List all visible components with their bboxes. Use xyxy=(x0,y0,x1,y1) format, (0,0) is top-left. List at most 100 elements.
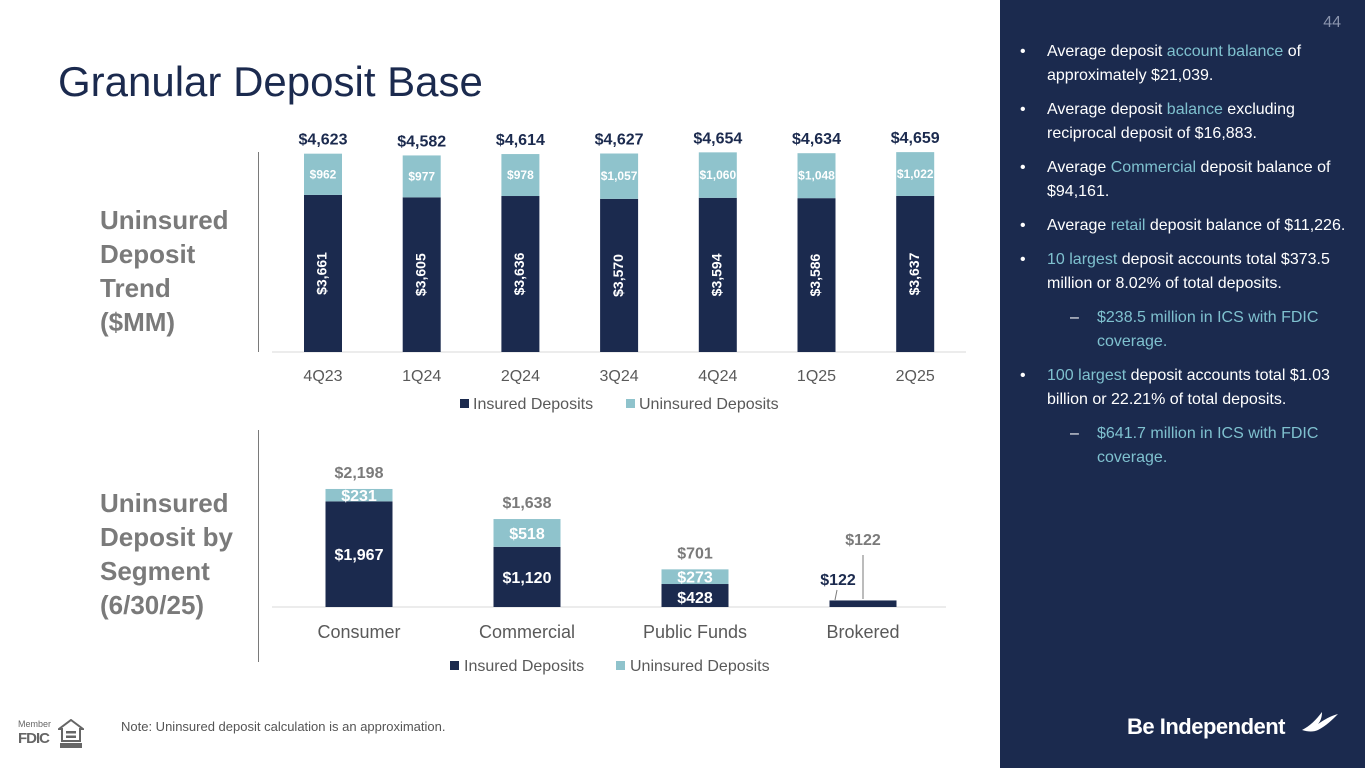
bullet-item: 100 largest deposit accounts total $1.03… xyxy=(1020,364,1350,412)
insured-data-label: $3,637 xyxy=(906,252,922,295)
x-tick-label: 3Q24 xyxy=(600,368,639,385)
uninsured-data-label: $1,022 xyxy=(897,167,934,181)
insured-data-label: $1,120 xyxy=(503,570,552,587)
bullet-text: Average xyxy=(1047,159,1111,176)
uninsured-bar xyxy=(493,519,561,547)
insured-data-label: $428 xyxy=(677,590,713,607)
legend-label: Uninsured Deposits xyxy=(639,396,779,413)
legend-swatch-uninsured xyxy=(616,661,625,670)
highlight-text: Commercial xyxy=(1110,159,1197,176)
trend-section-label: Uninsured Deposit Trend ($MM) xyxy=(100,203,229,339)
insured-data-label: $3,636 xyxy=(511,252,527,295)
highlight-text: 100 largest xyxy=(1047,367,1127,384)
sidebar-panel: 44 Average deposit account balance of ap… xyxy=(1000,0,1365,768)
highlight-text: balance xyxy=(1166,101,1223,118)
uninsured-bar xyxy=(698,152,737,198)
uninsured-bar xyxy=(501,154,540,197)
main-panel: Granular Deposit Base Uninsured Deposit … xyxy=(18,58,966,751)
highlight-text: 10 largest xyxy=(1047,251,1118,268)
uninsured-bar xyxy=(896,152,935,196)
legend-swatch-insured xyxy=(450,661,459,670)
total-label: $4,623 xyxy=(299,132,348,149)
segment-section-label: Uninsured Deposit by Segment (6/30/25) xyxy=(100,486,233,622)
footnote: Note: Uninsured deposit calculation is a… xyxy=(121,719,446,734)
insured-data-label: $122 xyxy=(820,572,856,589)
sub-bullet-item: $238.5 million in ICS with FDIC coverage… xyxy=(1020,306,1350,354)
insured-bar xyxy=(698,197,737,352)
x-tick-label: Commercial xyxy=(479,622,575,642)
insured-data-label: $1,967 xyxy=(335,547,384,564)
bullet-text: deposit balance of $11,226. xyxy=(1145,217,1346,234)
bullet-text: of approximately $21,039. xyxy=(1047,43,1302,84)
divider xyxy=(258,430,259,662)
segment-label-line: Deposit by xyxy=(100,522,233,552)
uninsured-data-label: $978 xyxy=(507,168,534,182)
page-title: Granular Deposit Base xyxy=(58,58,483,105)
total-label: $701 xyxy=(677,545,713,562)
total-label: $4,634 xyxy=(792,131,841,148)
uninsured-data-label: $231 xyxy=(341,488,377,505)
insured-bar xyxy=(493,546,561,607)
uninsured-data-label: $1,057 xyxy=(601,169,638,183)
x-tick-label: 2Q24 xyxy=(501,368,540,385)
page-number: 44 xyxy=(1323,14,1341,31)
leader-line xyxy=(834,589,838,601)
bullet-item: Average deposit balance excluding recipr… xyxy=(1020,98,1350,146)
fdic-text: FDIC xyxy=(18,730,50,747)
insured-data-label: $3,586 xyxy=(807,253,823,296)
x-tick-label: Brokered xyxy=(826,622,899,642)
bullet-text: Average xyxy=(1047,217,1111,234)
uninsured-data-label: $1,060 xyxy=(699,168,736,182)
x-tick-label: 4Q24 xyxy=(698,368,737,385)
total-label: $4,654 xyxy=(693,130,742,147)
bullet-item: Average Commercial deposit balance of $9… xyxy=(1020,156,1350,204)
insured-bar xyxy=(797,198,836,352)
highlight-text: account balance xyxy=(1166,43,1284,60)
insured-bar xyxy=(325,501,393,607)
insured-data-label: $3,661 xyxy=(314,252,330,295)
x-tick-label: 4Q23 xyxy=(303,368,342,385)
insured-data-label: $3,570 xyxy=(610,254,626,297)
insured-bar xyxy=(661,584,729,607)
segment-chart: $1,967 $231 $2,198 Consumer $1,120 $518 $1,638… xyxy=(272,465,946,675)
legend-label: Insured Deposits xyxy=(473,396,593,413)
uninsured-data-label: $1,048 xyxy=(798,169,835,183)
uninsured-bar xyxy=(402,155,441,198)
insured-bar xyxy=(896,195,935,352)
segment-label-line: Uninsured xyxy=(100,488,229,518)
bullet-text: deposit balance of $94,161. xyxy=(1047,159,1331,200)
legend-swatch-insured xyxy=(460,399,469,408)
uninsured-data-label: $273 xyxy=(677,570,713,587)
uninsured-bar xyxy=(304,153,342,195)
bullet-item: Average retail deposit balance of $11,22… xyxy=(1020,214,1350,238)
bullet-item: 10 largest deposit accounts total $373.5… xyxy=(1020,248,1350,296)
divider xyxy=(258,152,259,352)
x-tick-label: 1Q25 xyxy=(797,368,836,385)
trend-label-line: ($MM) xyxy=(100,307,176,337)
bullet-text: deposit accounts total $1.03 billion or … xyxy=(1047,367,1330,408)
total-label: $122 xyxy=(845,532,881,549)
highlight-text: retail xyxy=(1110,217,1146,234)
insured-bar xyxy=(600,198,639,352)
bullet-item: Average deposit account balance of appro… xyxy=(1020,40,1350,88)
trend-chart: $3,661 $962 $4,623 4Q23 $3,605 $977 $4,582 1Q24… xyxy=(272,130,966,413)
x-tick-label: 2Q25 xyxy=(896,368,935,385)
fdic-member-text: Member xyxy=(18,719,52,729)
x-tick-label: Public Funds xyxy=(643,622,747,642)
total-label: $4,582 xyxy=(397,133,446,150)
total-label: $4,614 xyxy=(496,132,545,149)
uninsured-bar xyxy=(325,488,393,502)
insured-bar xyxy=(402,197,441,352)
bullet-text: $641.7 million in ICS with FDIC coverage… xyxy=(1097,425,1319,466)
insured-bar xyxy=(304,194,342,352)
uninsured-data-label: $962 xyxy=(310,167,337,181)
x-tick-label: Consumer xyxy=(317,622,400,642)
insured-bar xyxy=(829,600,897,607)
total-label: $2,198 xyxy=(335,465,384,482)
fdic-logo: Member FDIC xyxy=(18,719,86,751)
insured-data-label: $3,605 xyxy=(412,253,428,296)
total-label: $1,638 xyxy=(503,495,552,512)
trend-label-line: Deposit xyxy=(100,239,196,269)
legend-label: Uninsured Deposits xyxy=(630,658,770,675)
uninsured-bar xyxy=(600,153,639,199)
